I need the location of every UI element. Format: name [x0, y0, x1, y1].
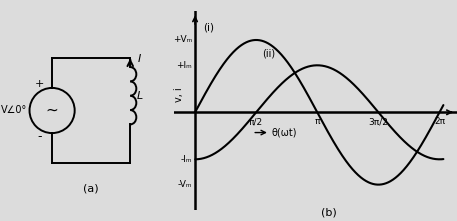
Text: (b): (b): [321, 208, 337, 218]
Text: +Vₘ: +Vₘ: [173, 36, 192, 44]
Text: 3π/2: 3π/2: [368, 117, 388, 126]
Text: +: +: [35, 80, 45, 90]
Text: L: L: [137, 91, 143, 101]
Text: (i): (i): [203, 23, 214, 33]
Text: v, i: v, i: [174, 87, 184, 102]
Text: 2π: 2π: [434, 117, 445, 126]
Text: π/2: π/2: [249, 117, 263, 126]
Text: θ(ωt): θ(ωt): [272, 128, 297, 137]
Text: π: π: [314, 117, 320, 126]
Text: +Iₘ: +Iₘ: [176, 61, 192, 70]
Text: ~: ~: [46, 103, 58, 118]
Text: -: -: [37, 130, 42, 143]
Text: (ii): (ii): [262, 48, 275, 58]
Text: I: I: [138, 54, 141, 64]
Text: V∠0°: V∠0°: [1, 105, 27, 116]
Text: -Vₘ: -Vₘ: [177, 180, 192, 189]
Text: -Iₘ: -Iₘ: [181, 155, 192, 164]
Text: (a): (a): [83, 184, 99, 194]
